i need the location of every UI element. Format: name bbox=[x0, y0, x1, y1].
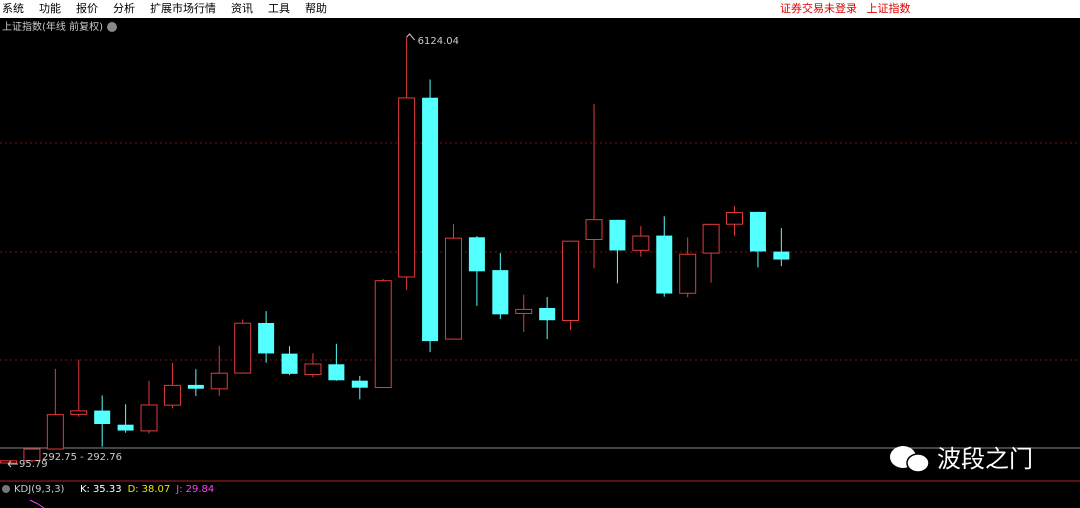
candle-body bbox=[773, 251, 790, 260]
candle-body bbox=[398, 97, 416, 278]
candle-body bbox=[679, 253, 697, 294]
indicator-value: 35.33 bbox=[93, 484, 122, 495]
candle-body bbox=[632, 235, 650, 251]
candle-body bbox=[468, 237, 485, 272]
candle-body bbox=[585, 219, 603, 240]
status-area: 证券交易未登录 上证指数 bbox=[780, 0, 911, 18]
menu-item[interactable]: 资讯 bbox=[231, 2, 253, 15]
watermark: 波段之门 bbox=[890, 445, 1033, 473]
watermark-text: 波段之门 bbox=[937, 445, 1033, 473]
marker-line bbox=[406, 33, 416, 41]
menu-item[interactable]: 扩展市场行情 bbox=[150, 2, 216, 15]
menu-item[interactable]: 工具 bbox=[268, 2, 290, 15]
candle-body bbox=[0, 460, 17, 464]
candle-body bbox=[210, 372, 228, 390]
low-label: 95.79 bbox=[19, 459, 48, 470]
menu-bar: 系统 功能 报价 分析 扩展市场行情 资讯 工具 帮助 bbox=[0, 0, 1080, 18]
login-status: 证券交易未登录 bbox=[780, 2, 857, 15]
candle-body bbox=[656, 235, 673, 294]
candle-body bbox=[23, 448, 41, 462]
candle-body bbox=[163, 384, 181, 406]
chart-title: 上证指数(年线 前复权) bbox=[2, 20, 103, 33]
candle-body bbox=[492, 270, 509, 315]
indicator-label: J: bbox=[175, 484, 182, 495]
candle-body bbox=[749, 211, 766, 252]
indicator-name: KDJ(9,3,3) bbox=[14, 484, 65, 495]
candle-body bbox=[702, 223, 720, 254]
candle-body bbox=[609, 219, 626, 251]
candle-body bbox=[515, 308, 533, 314]
candle-body bbox=[351, 380, 368, 388]
menu-item[interactable]: 分析 bbox=[113, 2, 135, 15]
candle-body bbox=[117, 424, 134, 431]
indicator-label: D: bbox=[128, 484, 139, 495]
range-label: 292.75 - 292.76 bbox=[42, 452, 122, 463]
menu-item[interactable]: 帮助 bbox=[305, 2, 327, 15]
candle-body bbox=[422, 97, 439, 342]
candle-body bbox=[304, 363, 322, 376]
candle-body bbox=[140, 404, 158, 432]
menu-item[interactable]: 功能 bbox=[39, 2, 61, 15]
indicator-line bbox=[29, 499, 45, 508]
title-icon bbox=[107, 22, 117, 32]
menu-item[interactable]: 报价 bbox=[76, 2, 98, 15]
candle-body bbox=[539, 307, 556, 321]
candle-body bbox=[187, 384, 204, 389]
candle-body bbox=[234, 322, 252, 374]
candle-body bbox=[726, 212, 744, 225]
candle-body bbox=[94, 410, 111, 424]
indicator-icon bbox=[2, 485, 10, 493]
candle-body bbox=[258, 322, 275, 354]
candle-body bbox=[70, 410, 88, 415]
candle-body bbox=[281, 353, 298, 374]
indicator-value: 29.84 bbox=[186, 484, 215, 495]
marker-arrow bbox=[7, 460, 18, 468]
candle-body bbox=[562, 240, 580, 322]
high-label: 6124.04 bbox=[418, 36, 459, 47]
candle-body bbox=[374, 280, 392, 389]
indicator-label: K: bbox=[80, 484, 90, 495]
indicator-value: 38.07 bbox=[142, 484, 171, 495]
candle-body bbox=[328, 364, 345, 381]
candle-body bbox=[444, 237, 462, 340]
symbol-name: 上证指数 bbox=[866, 2, 911, 15]
menu-item[interactable]: 系统 bbox=[2, 2, 24, 15]
candle-body bbox=[46, 414, 64, 450]
